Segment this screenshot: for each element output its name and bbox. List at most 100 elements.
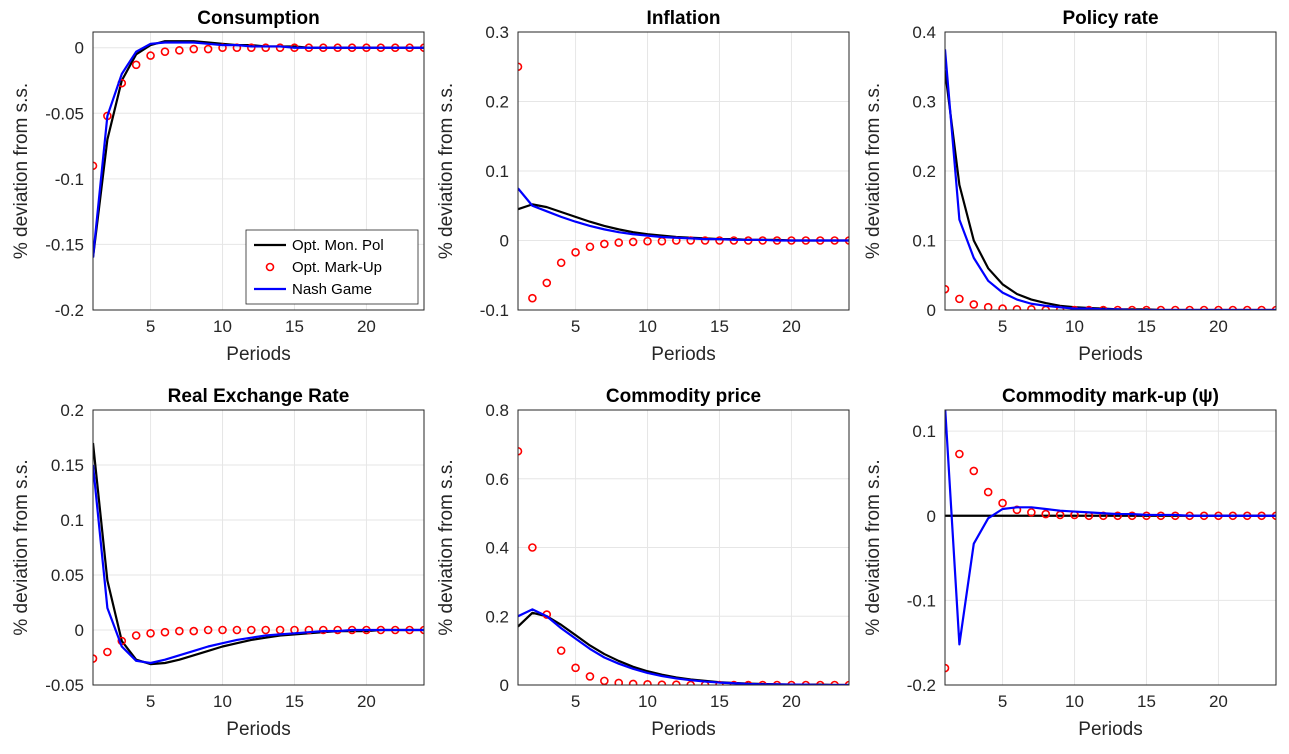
marker xyxy=(1113,511,1122,521)
axes-box xyxy=(92,409,425,686)
marker xyxy=(203,625,213,635)
marker xyxy=(556,646,566,655)
marker xyxy=(528,543,537,552)
y-tick-label: 0 xyxy=(500,676,509,695)
axes-box xyxy=(92,31,425,311)
y-tick-label: 0 xyxy=(927,301,936,320)
marker xyxy=(955,449,964,459)
marker xyxy=(715,236,724,245)
y-axis-label: % deviation from s.s. xyxy=(436,83,457,259)
marker xyxy=(232,625,242,635)
x-tick-label: 10 xyxy=(638,317,657,336)
marker xyxy=(772,680,782,685)
marker xyxy=(585,242,595,252)
marker xyxy=(801,680,811,685)
plot-lines xyxy=(518,62,849,303)
x-tick-label: 10 xyxy=(213,317,232,336)
plot-lines xyxy=(945,410,1276,673)
marker xyxy=(542,278,552,288)
marker xyxy=(131,631,141,640)
marker xyxy=(628,679,638,685)
y-tick-label: 0.1 xyxy=(912,232,936,251)
marker xyxy=(518,62,523,72)
marker xyxy=(571,248,580,257)
marker xyxy=(1257,305,1266,310)
x-tick-label: 5 xyxy=(146,317,155,336)
chart-title: Commodity price xyxy=(606,386,761,407)
marker xyxy=(1214,305,1223,310)
legend-box xyxy=(245,229,419,305)
chart-title: Real Exchange Rate xyxy=(168,386,350,407)
x-tick-label: 20 xyxy=(782,692,801,711)
y-tick-label: -0.05 xyxy=(45,104,84,123)
marker xyxy=(93,654,98,663)
y-tick-label: -0.1 xyxy=(907,591,936,610)
x-tick-label: 10 xyxy=(638,692,657,711)
x-tick-label: 5 xyxy=(571,692,580,711)
marker xyxy=(175,46,184,55)
marker xyxy=(175,626,184,636)
marker xyxy=(203,44,213,54)
marker xyxy=(983,487,993,497)
marker xyxy=(743,680,753,685)
axes-box xyxy=(944,409,1277,686)
y-tick-label: 0.4 xyxy=(912,23,936,42)
marker xyxy=(528,293,537,303)
y-tick-label: 0.2 xyxy=(485,93,509,112)
marker xyxy=(146,51,155,60)
x-tick-label: 15 xyxy=(710,692,729,711)
y-tick-label: 0 xyxy=(75,39,84,58)
marker xyxy=(614,238,624,247)
y-axis-label: % deviation from s.s. xyxy=(863,83,884,259)
x-axis-label: Periods xyxy=(1078,719,1142,740)
marker xyxy=(585,672,595,681)
marker xyxy=(787,680,796,685)
y-tick-label: -0.15 xyxy=(45,235,84,254)
marker xyxy=(571,663,580,673)
marker xyxy=(1127,305,1137,310)
x-axis-label: Periods xyxy=(1078,344,1142,365)
marker xyxy=(1127,511,1137,521)
x-tick-label: 15 xyxy=(1137,692,1156,711)
subplot: -0.1 0 0.1 0.2 0.3 5 10 15 20 Inflation Periods % d… xyxy=(436,8,850,365)
marker xyxy=(643,680,652,685)
marker xyxy=(93,161,98,171)
y-axis-label: % deviation from s.s. xyxy=(863,459,884,635)
marker xyxy=(945,284,950,294)
marker xyxy=(1199,305,1209,310)
marker xyxy=(700,236,710,245)
marker xyxy=(643,236,652,246)
marker xyxy=(1070,305,1079,310)
plot-lines xyxy=(93,40,424,258)
marker xyxy=(614,678,624,685)
plot-lines xyxy=(93,442,424,666)
axes-box xyxy=(517,409,850,686)
y-tick-label: 0.2 xyxy=(912,162,936,181)
y-tick-label: 0.3 xyxy=(912,93,936,112)
marker xyxy=(600,239,609,249)
marker xyxy=(628,237,638,247)
axes-box xyxy=(944,31,1277,311)
marker xyxy=(1156,305,1166,310)
y-tick-label: 0.3 xyxy=(485,23,509,42)
x-tick-label: 20 xyxy=(1209,692,1228,711)
chart-title: Consumption xyxy=(197,8,319,29)
subplot: -0.05 0 0.05 0.1 0.15 0.2 5 10 15 20 Real Exchange… xyxy=(11,386,425,740)
series-line xyxy=(93,464,424,665)
marker xyxy=(1027,508,1036,517)
marker xyxy=(729,680,739,685)
series-line xyxy=(945,410,1276,646)
legend-swatch xyxy=(265,262,275,272)
marker xyxy=(247,43,256,53)
subplot: -0.2 -0.15 -0.1 -0.05 0 5 10 15 20 Consumption Per… xyxy=(11,8,425,365)
marker xyxy=(261,43,270,53)
series-line xyxy=(93,41,424,258)
x-tick-label: 10 xyxy=(213,692,232,711)
y-tick-label: 0.05 xyxy=(51,566,84,585)
x-tick-label: 10 xyxy=(1065,692,1084,711)
x-tick-label: 20 xyxy=(782,317,801,336)
legend-label: Nash Game xyxy=(292,281,372,298)
marker xyxy=(1185,305,1194,310)
y-tick-label: -0.05 xyxy=(45,676,84,695)
x-axis-label: Periods xyxy=(651,719,715,740)
